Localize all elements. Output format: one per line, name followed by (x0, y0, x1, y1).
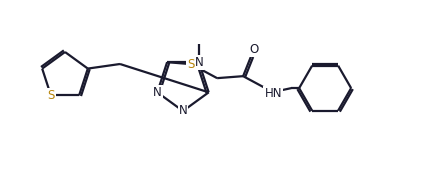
Text: O: O (249, 43, 259, 56)
Text: N: N (153, 86, 162, 99)
Text: S: S (187, 58, 195, 71)
Text: N: N (194, 56, 203, 69)
Text: HN: HN (264, 87, 282, 100)
Text: N: N (179, 104, 187, 117)
Text: S: S (47, 89, 54, 102)
